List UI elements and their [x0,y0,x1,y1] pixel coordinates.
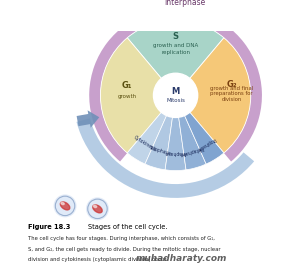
Text: Metaphase: Metaphase [179,145,204,156]
Circle shape [54,194,77,217]
Text: growth and DNA
replication: growth and DNA replication [153,44,198,55]
Text: M: M [171,87,180,96]
Circle shape [154,73,198,117]
FancyArrow shape [77,110,99,128]
Text: Cytokinesis: Cytokinesis [133,135,157,153]
Text: S: S [173,32,178,41]
Text: Mitosis: Mitosis [166,98,185,103]
Text: Prophase: Prophase [196,136,216,152]
Text: Anaphase: Anaphase [164,150,187,155]
Text: The cell cycle has four stages. During interphase, which consists of G₁,: The cell cycle has four stages. During i… [28,236,215,241]
Text: G₁: G₁ [122,81,132,90]
Wedge shape [100,38,176,153]
Circle shape [88,199,107,219]
Wedge shape [176,95,206,170]
Wedge shape [176,38,251,153]
Wedge shape [127,95,176,164]
Text: division and cytokinesis (cytoplasmic division) occur.: division and cytokinesis (cytoplasmic di… [28,257,168,262]
Text: growth and final
preparations for
division: growth and final preparations for divisi… [210,86,253,102]
Text: muhadharaty.com: muhadharaty.com [136,254,227,263]
Wedge shape [77,118,254,198]
Wedge shape [145,95,176,170]
Text: Stages of the cell cycle.: Stages of the cell cycle. [88,223,168,230]
Text: growth: growth [117,94,136,99]
Wedge shape [89,9,262,162]
Text: S, and G₂, the cell gets ready to divide. During the mitotic stage, nuclear: S, and G₂, the cell gets ready to divide… [28,246,220,252]
Text: Telophase: Telophase [148,145,171,156]
Circle shape [55,196,75,216]
Wedge shape [165,95,186,171]
Text: Figure 18.3: Figure 18.3 [28,223,70,230]
Circle shape [86,197,109,220]
Wedge shape [127,20,224,95]
Ellipse shape [61,202,64,205]
Ellipse shape [93,205,102,213]
Wedge shape [176,95,224,164]
Ellipse shape [60,202,70,210]
Text: G₂: G₂ [226,80,237,89]
Text: Interphase: Interphase [164,0,205,7]
Ellipse shape [93,205,97,207]
